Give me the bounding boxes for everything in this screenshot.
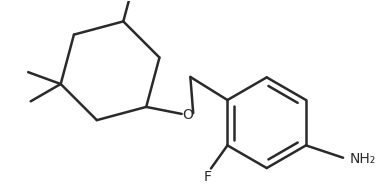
Text: O: O: [182, 108, 193, 122]
Text: NH₂: NH₂: [350, 152, 376, 166]
Text: F: F: [204, 170, 211, 184]
